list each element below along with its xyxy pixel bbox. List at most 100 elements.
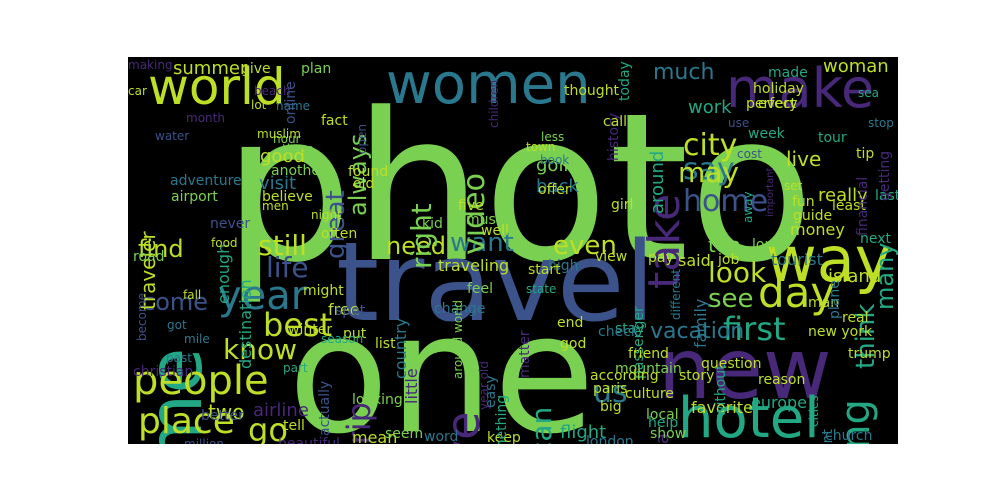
word-never: never [210, 216, 251, 232]
word-cloud: photo one travel time women new hotel world make… [128, 57, 898, 444]
word-real: real [842, 310, 869, 326]
word-set: set [784, 179, 803, 193]
word-men: men [262, 199, 289, 213]
word-airport: airport [171, 189, 218, 205]
word-financial: financial [855, 177, 871, 237]
word-actually: actually [317, 380, 333, 436]
word-favorite: favorite [691, 398, 753, 417]
word-winter: winter [288, 322, 333, 338]
word-trump: trump [848, 346, 891, 362]
word-summer: summer [173, 58, 248, 79]
word-still: still [258, 229, 307, 262]
word-according: according [590, 368, 659, 384]
word-making: making [128, 58, 173, 72]
word-feel: feel [467, 281, 494, 297]
word-life: life [266, 251, 309, 284]
word-really: really [818, 185, 868, 206]
word-fun: fun [792, 194, 815, 210]
word-family: family [691, 298, 710, 348]
word-well: well [481, 223, 509, 239]
word-free: free [328, 300, 360, 319]
word-traveling: traveling [438, 256, 510, 275]
word-different: different [669, 269, 683, 321]
word-mountain: mountain [615, 361, 682, 377]
word-five: five [458, 198, 484, 214]
word-become: become [135, 292, 149, 341]
word-made: made [768, 65, 808, 81]
word-paris: paris [593, 381, 628, 397]
word-tourist: tourist [771, 250, 823, 269]
word-stop: stop [868, 116, 894, 130]
word-beautiful: beautiful [278, 436, 341, 444]
word-american: american [525, 407, 558, 444]
word-girl: girl [611, 197, 634, 213]
word-much: much [653, 60, 715, 85]
word-children: children [487, 79, 501, 128]
word-less: less [541, 130, 565, 144]
word-may: may [678, 156, 740, 189]
word-adventure: adventure [170, 173, 242, 189]
word-woman: woman [823, 57, 889, 77]
word-destination: destination [236, 279, 255, 369]
word-vacation: vacation [650, 319, 745, 344]
word-week: week [748, 126, 785, 142]
word-year-old: year old [477, 360, 491, 410]
word-best: best [263, 306, 333, 344]
word-online: online [283, 81, 299, 125]
word-plane: plane [827, 279, 843, 319]
word-part: part [283, 361, 308, 375]
word-right: right [405, 203, 438, 269]
word-god: god [560, 336, 587, 352]
word-important: important [765, 167, 776, 217]
word-looking: looking [352, 392, 403, 408]
word-local: local [646, 407, 679, 423]
word-tip: tip [856, 146, 875, 162]
word-better: better [201, 408, 244, 424]
word-us: us [593, 375, 628, 410]
word-state: state [526, 282, 557, 296]
word-airline: airline [253, 400, 309, 421]
word-fact: fact [321, 113, 348, 129]
word-fall: fall [183, 288, 202, 302]
word-least: least [832, 198, 866, 214]
word-world: world [148, 58, 286, 116]
word-church: church [825, 428, 873, 444]
word-name: name [276, 99, 311, 113]
word-man: man [808, 295, 840, 311]
word-question: question [701, 356, 762, 372]
word-live: live [786, 147, 822, 171]
word-hour: hour [273, 132, 301, 146]
word-visit: visit [259, 173, 297, 194]
word-mile: mile [184, 332, 210, 346]
word-old: old [353, 176, 375, 192]
word-europe: europe [751, 393, 807, 412]
word-travel: travel [336, 218, 656, 346]
word-start: start [528, 262, 561, 278]
word-matter: matter [517, 330, 533, 379]
word-even: even [553, 231, 617, 261]
word-big: big [600, 399, 622, 415]
word-new-york: new york [808, 324, 873, 340]
word-season: season [321, 332, 364, 346]
word-job: job [718, 252, 740, 268]
word-give: give [241, 61, 271, 77]
word-past: past [166, 351, 192, 365]
word-town: town [526, 140, 556, 154]
word-every: every [758, 96, 798, 112]
word-believe: believe [262, 189, 313, 205]
word-look: look [708, 256, 767, 289]
word-spot: spot [335, 303, 366, 319]
word-muslim: muslim [257, 127, 301, 141]
word-last: last [875, 188, 898, 204]
word-open: open [355, 124, 369, 155]
word-perfect: perfect [746, 96, 796, 112]
word-road: road [133, 249, 165, 265]
word-often: often [321, 226, 358, 242]
word-million: million [184, 437, 224, 444]
word-day: day [758, 268, 836, 317]
word-friend: friend [628, 346, 669, 362]
word-today: today [617, 60, 633, 101]
word-one: one [288, 278, 596, 445]
word-place: place [138, 401, 235, 442]
word-city: city [683, 128, 738, 163]
